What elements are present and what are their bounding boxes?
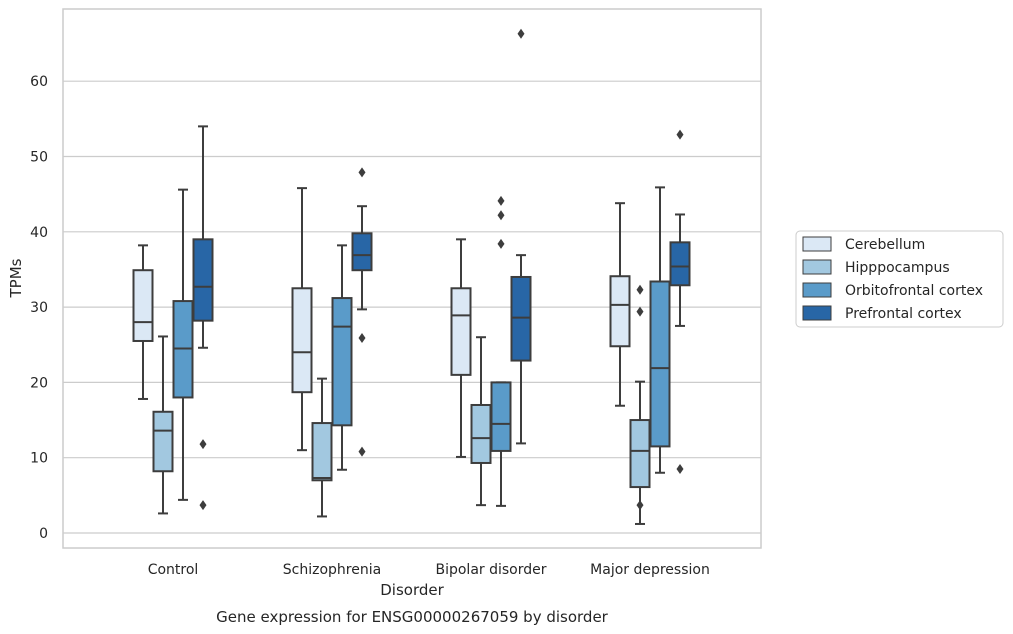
box-orbitofrontal-cortex-0: [172, 188, 194, 501]
outlier-point: [676, 129, 684, 140]
box-cerebellum-1: [291, 187, 313, 452]
x-tick-labels: Control Schizophrenia Bipolar disorder Majo…: [148, 562, 710, 578]
outlier-point: [497, 210, 505, 221]
box-iqr: [510, 275, 532, 362]
box-hipppocampus-3: [629, 284, 651, 525]
box-iqr: [649, 280, 671, 448]
outlier-point: [636, 500, 644, 511]
y-axis-label: TPMs: [7, 258, 25, 298]
box-iqr: [132, 269, 154, 342]
boxes: [132, 28, 691, 525]
outlier-point: [358, 332, 366, 343]
box-prefrontal-cortex-0: [192, 125, 214, 511]
y-tick-label: 30: [30, 300, 48, 316]
outlier-point: [636, 306, 644, 317]
box-orbitofrontal-cortex-2: [490, 195, 512, 507]
box-prefrontal-cortex-2: [510, 28, 532, 445]
box-hipppocampus-2: [470, 336, 492, 507]
legend-swatch: [802, 305, 832, 321]
box-hipppocampus-1: [311, 377, 333, 518]
legend-label: Cerebellum: [845, 237, 925, 253]
chart-caption: Gene expression for ENSG00000267059 by d…: [216, 608, 609, 626]
box-iqr: [669, 241, 691, 287]
y-tick-label: 50: [30, 150, 48, 166]
box-iqr: [291, 287, 313, 394]
box-iqr: [629, 419, 651, 489]
outlier-point: [676, 463, 684, 474]
legend-swatch: [802, 259, 832, 275]
box-iqr: [311, 422, 333, 482]
legend: Cerebellum Hipppocampus Orbitofrontal cort…: [795, 230, 1004, 328]
box-cerebellum-0: [132, 244, 154, 400]
box-prefrontal-cortex-3: [669, 129, 691, 474]
legend-frame: [795, 230, 1004, 328]
x-tick-label: Schizophrenia: [283, 562, 381, 578]
box-orbitofrontal-cortex-3: [649, 186, 671, 474]
outlier-point: [497, 238, 505, 249]
y-tick-labels: 0 10 20 30 40 50 60: [30, 74, 48, 542]
y-tick-label: 60: [30, 74, 48, 90]
box-iqr: [490, 381, 512, 452]
outlier-point: [636, 284, 644, 295]
outlier-point: [517, 28, 525, 39]
plot-frame: [62, 8, 762, 549]
y-tick-label: 0: [39, 526, 48, 542]
x-axis-label: Disorder: [380, 581, 444, 599]
box-iqr: [351, 232, 373, 272]
box-hipppocampus-0: [152, 335, 174, 515]
legend-label: Hipppocampus: [845, 260, 950, 276]
x-tick-label: Bipolar disorder: [435, 562, 546, 578]
outlier-point: [199, 500, 207, 511]
y-tick-label: 40: [30, 225, 48, 241]
x-tick-label: Major depression: [590, 562, 710, 578]
legend-label: Prefrontal cortex: [845, 306, 962, 322]
box-orbitofrontal-cortex-1: [331, 244, 353, 471]
y-tick-label: 20: [30, 375, 48, 391]
box-prefrontal-cortex-1: [351, 167, 373, 457]
box-iqr: [609, 275, 631, 348]
box-iqr: [450, 287, 472, 376]
x-tick-label: Control: [148, 562, 199, 578]
outlier-point: [358, 167, 366, 178]
outlier-point: [358, 446, 366, 457]
outlier-point: [497, 195, 505, 206]
outlier-point: [199, 439, 207, 450]
box-iqr: [192, 238, 214, 322]
legend-entries: Cerebellum Hipppocampus Orbitofrontal cort…: [802, 236, 983, 322]
y-tick-label: 10: [30, 451, 48, 467]
box-cerebellum-2: [450, 238, 472, 458]
legend-swatch: [802, 282, 832, 298]
box-iqr: [470, 403, 492, 464]
box-iqr: [331, 297, 353, 427]
legend-swatch: [802, 236, 832, 252]
box-iqr: [152, 410, 174, 473]
box-cerebellum-3: [609, 202, 631, 407]
legend-label: Orbitofrontal cortex: [845, 283, 983, 299]
